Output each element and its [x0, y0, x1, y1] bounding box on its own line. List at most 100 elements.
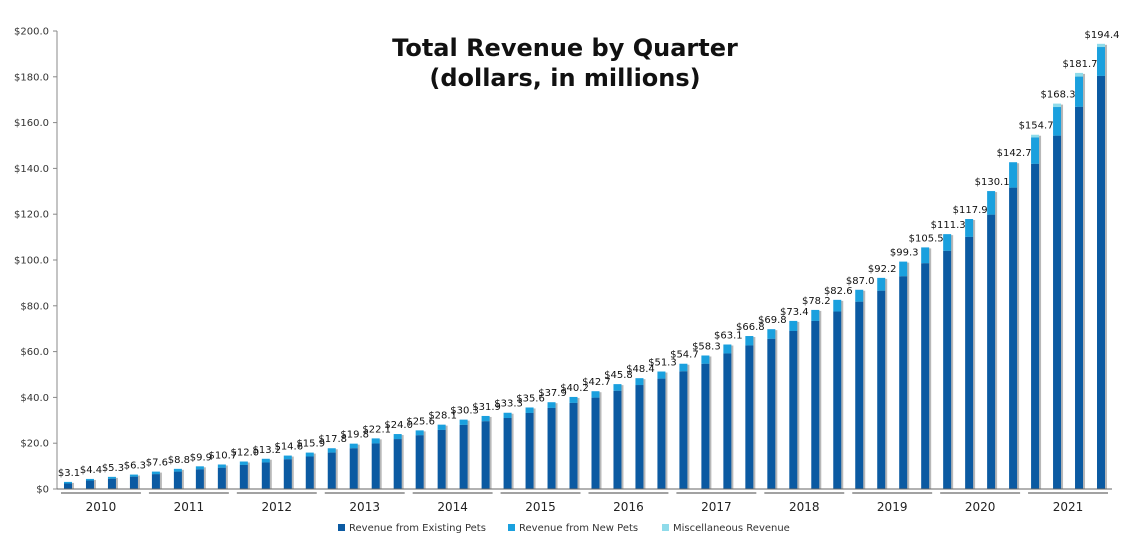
bar-total-label: $69.8: [758, 315, 787, 326]
bar-segment-new: [899, 261, 908, 277]
bar-segment-existing: [789, 330, 798, 489]
y-axis: $0 $20.0 $40.0 $60.0 $80.0 $100.0 $120.0 $140.0…: [14, 27, 58, 496]
bar-segment-existing: [437, 429, 446, 489]
bar-total-label: $9.9: [190, 452, 212, 463]
bar-total-label: $48.4: [626, 364, 655, 375]
bar-segment-new: [481, 415, 490, 422]
x-year-label: 2014: [437, 500, 468, 514]
bar-total-label: $92.2: [868, 264, 897, 275]
bar-segment-new: [129, 474, 138, 477]
bar-segment-existing: [943, 250, 952, 489]
bar-total-label: $5.3: [102, 463, 124, 474]
bar-segment-new: [635, 378, 644, 386]
bar-segment-existing: [899, 276, 908, 489]
bar-total-label: $15.9: [296, 439, 325, 450]
x-year-label: 2016: [613, 500, 644, 514]
bar-segment-existing: [393, 439, 402, 489]
data-labels-layer: $3.1 $4.4 $5.3 $6.3 $7.6 $8.8 $9.9$10.7$12.0$1…: [58, 30, 1120, 479]
y-tick-label: $20.0: [20, 439, 49, 450]
bar-segment-existing: [745, 345, 754, 489]
bar-total-label: $142.7: [997, 148, 1032, 159]
bar-segment-existing: [261, 462, 270, 489]
legend-label-new: Revenue from New Pets: [519, 523, 638, 534]
legend: Revenue from Existing Pets Revenue from …: [338, 523, 790, 534]
x-year-label: 2012: [262, 500, 293, 514]
y-tick-label: $80.0: [20, 301, 49, 312]
bar-total-label: $42.7: [582, 377, 611, 388]
bar-segment-existing: [767, 338, 776, 489]
bar-segment-existing: [547, 407, 556, 489]
legend-swatch-misc: [662, 524, 669, 531]
bar-segment-new: [1053, 107, 1062, 136]
chart-title: Total Revenue by Quarter: [392, 34, 738, 62]
bar-segment-existing: [965, 236, 974, 489]
bar-segment-new: [107, 476, 116, 479]
bar-total-label: $7.6: [146, 458, 168, 469]
chart-subtitle: (dollars, in millions): [429, 64, 700, 92]
bar-segment-misc: [1031, 134, 1040, 138]
bar-total-label: $14.6: [274, 442, 303, 453]
bar-segment-existing: [195, 469, 204, 489]
bar-segment-existing: [173, 471, 182, 489]
bar-segment-new: [569, 396, 578, 403]
bar-total-label: $99.3: [890, 248, 919, 259]
bar-segment-existing: [591, 397, 600, 489]
bar-total-label: $25.6: [406, 416, 435, 427]
bar-segment-existing: [855, 301, 864, 489]
bar-total-label: $181.7: [1063, 59, 1098, 70]
bar-segment-existing: [811, 320, 820, 489]
bar-segment-new: [723, 344, 732, 354]
bar-segment-existing: [283, 459, 292, 489]
bar-segment-existing: [679, 371, 688, 489]
x-year-label: 2017: [701, 500, 732, 514]
bar-total-label: $22.1: [362, 424, 391, 435]
bar-total-label: $87.0: [846, 276, 875, 287]
bar-segment-new: [283, 455, 292, 460]
bar-total-label: $54.7: [670, 350, 699, 361]
legend-swatch-new: [508, 524, 515, 531]
bar-segment-existing: [503, 418, 512, 489]
bar-segment-existing: [1075, 106, 1084, 489]
bar-segment-new: [877, 277, 886, 291]
bar-segment-existing: [459, 424, 468, 489]
bar-segment-new: [239, 461, 248, 465]
bar-segment-new: [63, 481, 72, 484]
bar-segment-new: [745, 336, 754, 346]
bar-total-label: $82.6: [824, 286, 853, 297]
bar-total-label: $6.3: [124, 461, 146, 472]
bar-segment-existing: [921, 263, 930, 489]
y-tick-label: $160.0: [14, 118, 49, 129]
x-year-label: 2019: [877, 500, 908, 514]
bar-total-label: $58.3: [692, 341, 721, 352]
bar-segment-new: [987, 191, 996, 215]
bar-segment-new: [547, 402, 556, 408]
bar-segment-new: [789, 320, 798, 331]
bar-segment-new: [701, 355, 710, 364]
bar-segment-existing: [1009, 187, 1018, 490]
bar-total-label: $154.7: [1019, 121, 1054, 132]
bar-total-label: $111.3: [931, 220, 966, 231]
bar-segment-existing: [657, 378, 666, 489]
bar-segment-misc: [1075, 72, 1084, 77]
bar-total-label: $66.8: [736, 322, 765, 333]
bar-segment-new: [85, 478, 94, 481]
bar-segment-misc: [1053, 103, 1062, 108]
bar-total-label: $31.9: [472, 402, 501, 413]
bar-total-label: $78.2: [802, 296, 831, 307]
bar-total-label: $8.8: [168, 455, 190, 466]
bar-segment-existing: [415, 435, 424, 489]
bar-segment-new: [657, 371, 666, 379]
bar-total-label: $17.8: [318, 434, 347, 445]
bar-total-label: $3.1: [58, 468, 80, 479]
bar-segment-new: [349, 443, 358, 449]
bar-segment-new: [1031, 137, 1040, 164]
y-tick-label: $0: [36, 485, 49, 496]
y-tick-label: $100.0: [14, 256, 49, 267]
bar-total-label: $12.0: [231, 448, 260, 459]
bar-total-label: $168.3: [1041, 90, 1076, 101]
bar-total-label: $33.3: [494, 399, 523, 410]
bar-total-label: $73.4: [780, 307, 809, 318]
bar-total-label: $19.8: [340, 430, 369, 441]
bar-segment-new: [327, 448, 336, 453]
